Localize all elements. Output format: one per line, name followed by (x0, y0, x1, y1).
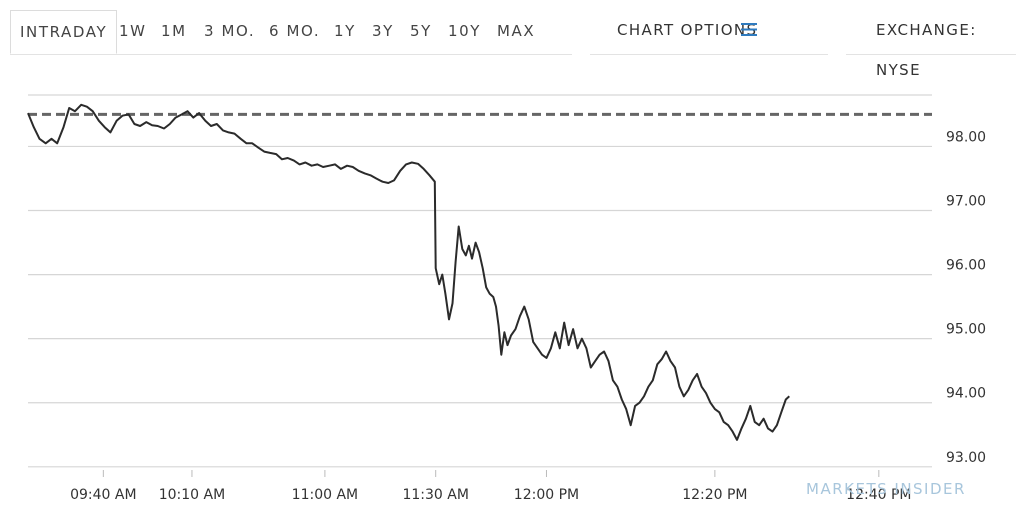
x-tick-label: 09:40 AM (70, 487, 136, 503)
y-tick-label: 97.00 (946, 194, 986, 210)
x-tick-label: 10:10 AM (159, 487, 225, 503)
tab-10y[interactable]: 10Y (448, 22, 482, 40)
chart-toolbar: INTRADAY 1W 1M 3 MO. 6 MO. 1Y 3Y 5Y 10Y … (0, 0, 1024, 79)
chart-options-button[interactable]: CHART OPTIONS (617, 21, 758, 39)
y-tick-label: 98.00 (946, 129, 986, 145)
y-tick-label: 95.00 (946, 322, 986, 338)
tab-5y[interactable]: 5Y (410, 22, 432, 40)
exchange-box (846, 10, 1016, 55)
x-tick-label: 11:30 AM (402, 487, 468, 503)
tab-3y[interactable]: 3Y (372, 22, 394, 40)
watermark-text: MARKETS INSIDER (806, 480, 966, 498)
exchange-label: EXCHANGE: NYSE (876, 21, 977, 79)
x-tick-label: 11:00 AM (292, 487, 358, 503)
x-tick-label: 12:00 PM (514, 487, 579, 503)
x-tick-label: 12:40 PM (846, 487, 911, 503)
tab-6mo[interactable]: 6 MO. (269, 22, 321, 40)
tab-1w[interactable]: 1W (119, 22, 147, 40)
y-tick-label: 96.00 (946, 258, 986, 274)
range-tab-bar (10, 10, 572, 55)
x-tick-label: 12:20 PM (682, 487, 747, 503)
tab-intraday[interactable]: INTRADAY (10, 10, 118, 54)
tab-1m[interactable]: 1M (161, 22, 187, 40)
y-tick-label: 94.00 (946, 386, 986, 402)
tab-3mo[interactable]: 3 MO. (204, 22, 256, 40)
price-series-line (27, 103, 790, 441)
tab-1y[interactable]: 1Y (334, 22, 356, 40)
hamburger-menu-icon[interactable] (741, 23, 757, 36)
y-tick-label: 93.00 (946, 450, 986, 466)
chart-options-box (590, 10, 828, 55)
tab-max[interactable]: MAX (497, 22, 536, 40)
